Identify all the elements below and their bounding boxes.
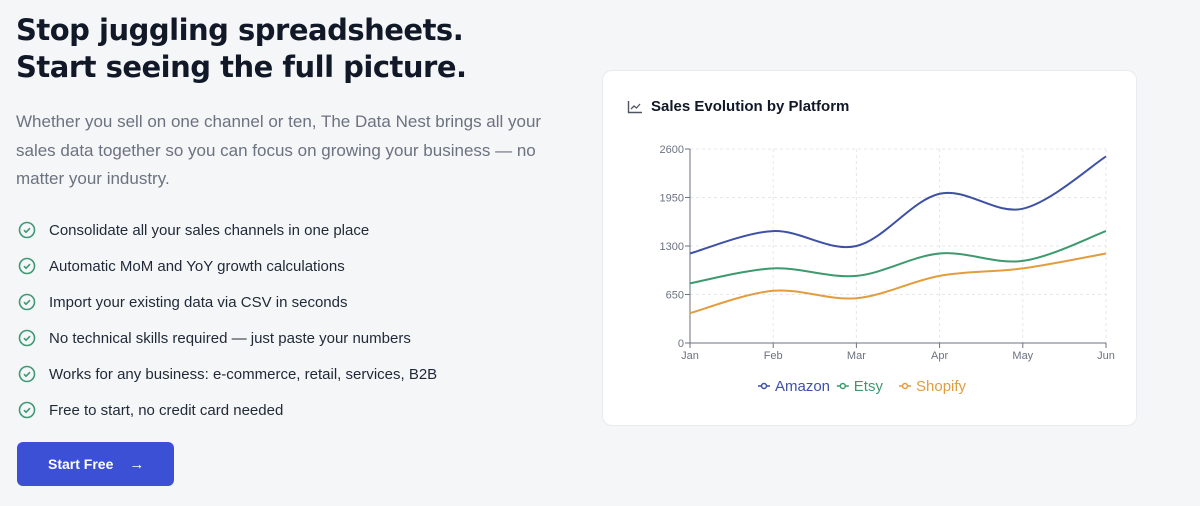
x-tick-label: Mar (847, 350, 866, 362)
feature-text: Automatic MoM and YoY growth calculation… (49, 257, 345, 275)
series-line-amazon (689, 155, 1107, 255)
feature-item: Consolidate all your sales channels in o… (18, 212, 437, 248)
y-tick-label: 2600 (660, 144, 684, 156)
x-tick-label: May (1012, 350, 1033, 362)
check-circle-icon (18, 401, 36, 419)
x-tick-label: Feb (764, 350, 783, 362)
feature-list: Consolidate all your sales channels in o… (18, 212, 437, 428)
title-line-1: Stop juggling spreadsheets. (16, 13, 464, 47)
x-tick-label: Jun (1097, 350, 1115, 362)
feature-text: Works for any business: e-commerce, reta… (49, 365, 438, 383)
y-tick-label: 1300 (660, 241, 684, 253)
legend-item-etsy: Etsy (854, 378, 884, 395)
x-tick-label: Apr (931, 350, 948, 362)
feature-item: Works for any business: e-commerce, reta… (18, 356, 437, 392)
start-free-button[interactable]: Start Free → (17, 442, 174, 486)
y-tick-label: 0 (678, 338, 684, 350)
feature-text: Consolidate all your sales channels in o… (49, 221, 370, 239)
feature-text: Import your existing data via CSV in sec… (49, 293, 348, 311)
y-tick-label: 650 (666, 290, 684, 302)
series-line-etsy (689, 230, 1107, 285)
chart-title: Sales Evolution by Platform (627, 98, 849, 115)
y-tick-label: 1950 (660, 193, 684, 205)
feature-item: Automatic MoM and YoY growth calculation… (18, 248, 437, 284)
series-line-shopify (689, 252, 1107, 315)
legend-marker-icon (839, 382, 847, 390)
feature-text: Free to start, no credit card needed (49, 401, 284, 419)
legend-item-shopify: Shopify (916, 378, 967, 395)
feature-text: No technical skills required — just past… (49, 329, 411, 347)
legend-marker-icon (901, 382, 909, 390)
chart-title-text: Sales Evolution by Platform (651, 98, 850, 115)
feature-item: Import your existing data via CSV in sec… (18, 284, 437, 320)
chart-card: Sales Evolution by Platform (602, 70, 1137, 426)
title-line-2: Start seeing the full picture. (16, 50, 467, 84)
arrow-right-icon: → (129, 455, 145, 473)
check-circle-icon (18, 293, 36, 311)
feature-item: No technical skills required — just past… (18, 320, 437, 356)
check-circle-icon (18, 221, 36, 239)
feature-item: Free to start, no credit card needed (18, 392, 437, 428)
check-circle-icon (18, 365, 36, 383)
hero-title: Stop juggling spreadsheets. Start seeing … (16, 12, 467, 86)
legend-item-amazon: Amazon (775, 378, 830, 395)
x-tick-label: Jan (681, 350, 699, 362)
check-circle-icon (18, 329, 36, 347)
start-free-label: Start Free (48, 456, 114, 472)
hero-lead: Whether you sell on one channel or ten, … (16, 112, 542, 188)
line-chart-icon (627, 100, 642, 113)
legend-marker-icon (760, 382, 768, 390)
check-circle-icon (18, 257, 36, 275)
